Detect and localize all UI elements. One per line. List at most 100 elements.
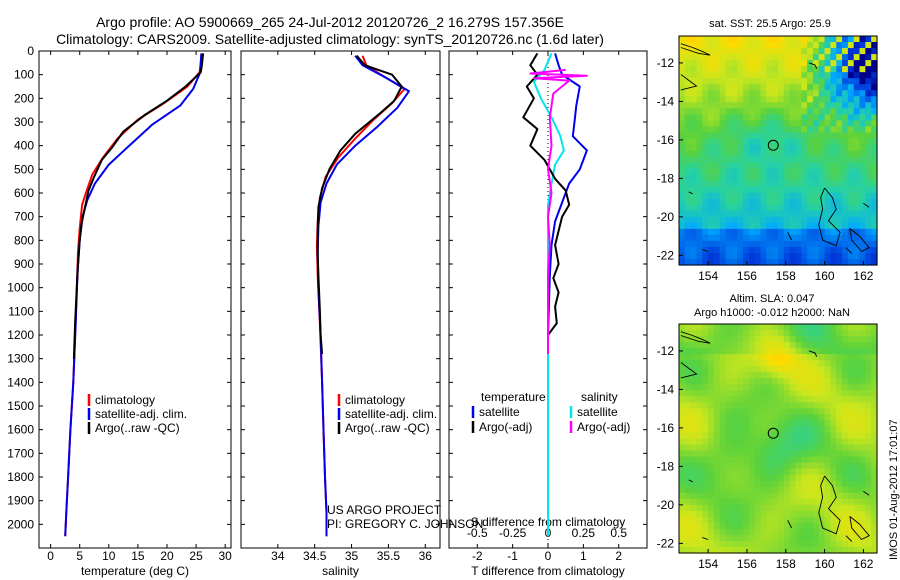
map-cell bbox=[708, 216, 715, 224]
map-cell bbox=[719, 174, 727, 182]
map-cell bbox=[737, 546, 744, 554]
map-cell bbox=[807, 198, 814, 206]
map-cell bbox=[801, 468, 808, 476]
map-cell bbox=[731, 342, 738, 349]
map-cell bbox=[684, 48, 692, 55]
map-cell bbox=[812, 120, 820, 127]
map-cell bbox=[789, 42, 797, 49]
map-cell bbox=[853, 168, 861, 176]
map-cell bbox=[772, 498, 779, 506]
map-cell bbox=[859, 330, 866, 337]
map-cell bbox=[783, 516, 791, 524]
map-cell bbox=[760, 186, 767, 194]
map-cell bbox=[696, 396, 703, 403]
y-tick-label: 100 bbox=[14, 68, 34, 82]
map-cell bbox=[853, 210, 861, 218]
map-cell bbox=[830, 480, 837, 488]
coastline bbox=[680, 331, 711, 344]
map-cell bbox=[713, 408, 721, 415]
map-cell bbox=[725, 480, 733, 488]
map-cell bbox=[795, 126, 802, 134]
map-cell bbox=[778, 186, 785, 194]
map-cell bbox=[702, 216, 709, 224]
map-cell bbox=[830, 234, 837, 242]
map-cell bbox=[859, 198, 866, 206]
map-cell bbox=[748, 180, 756, 188]
map-cell bbox=[679, 216, 686, 224]
map-cell bbox=[830, 252, 837, 260]
map-x-tick-label: 160 bbox=[815, 269, 835, 283]
map-cell bbox=[731, 132, 738, 140]
map-cell bbox=[865, 258, 872, 266]
map-cell bbox=[807, 186, 814, 194]
map-cell bbox=[830, 474, 837, 482]
map-cell bbox=[824, 324, 832, 331]
map-cell bbox=[754, 240, 762, 248]
map-cell bbox=[824, 54, 832, 61]
map-cell bbox=[778, 78, 785, 85]
map-cell bbox=[679, 120, 686, 127]
map-cell bbox=[690, 342, 698, 349]
map-cell bbox=[842, 54, 849, 61]
map-cell bbox=[830, 36, 837, 43]
map-cell bbox=[789, 522, 797, 530]
map-cell bbox=[801, 378, 808, 385]
map-cell bbox=[754, 486, 762, 494]
map-cell bbox=[836, 138, 843, 146]
y-tick-label: 600 bbox=[14, 186, 34, 200]
y-tick-label: 200 bbox=[14, 91, 34, 105]
map-cell bbox=[684, 372, 692, 379]
map-cell bbox=[748, 228, 756, 236]
map-cell bbox=[760, 396, 767, 403]
map-cell bbox=[760, 444, 767, 452]
map-cell bbox=[865, 540, 872, 548]
map-cell bbox=[679, 438, 686, 446]
map-cell bbox=[748, 450, 756, 458]
map-cell bbox=[690, 240, 698, 248]
map-cell bbox=[719, 198, 727, 206]
x-axis-label: temperature (deg C) bbox=[81, 564, 189, 578]
map-cell bbox=[853, 324, 861, 331]
map-cell bbox=[795, 114, 802, 121]
map-cell bbox=[853, 438, 861, 446]
map-cell bbox=[847, 84, 855, 91]
map-cell bbox=[871, 258, 878, 266]
map-cell bbox=[719, 60, 727, 67]
map-cell bbox=[824, 432, 832, 440]
map-cell bbox=[778, 408, 785, 415]
map-cell bbox=[859, 420, 866, 428]
map-cell bbox=[812, 348, 820, 355]
map-cell bbox=[830, 462, 837, 470]
map-cell bbox=[719, 72, 727, 79]
map-cell bbox=[702, 426, 709, 434]
map-cell bbox=[679, 144, 686, 152]
map-x-tick-label: 156 bbox=[737, 269, 757, 283]
map-cell bbox=[713, 402, 721, 409]
map-cell bbox=[807, 114, 814, 121]
map-cell bbox=[737, 186, 744, 194]
x-tick-label: 34.5 bbox=[303, 549, 327, 563]
map-cell bbox=[824, 528, 832, 536]
map-cell bbox=[690, 444, 698, 452]
map-cell bbox=[818, 324, 826, 331]
map-cell bbox=[836, 168, 843, 176]
map-cell bbox=[789, 66, 797, 73]
map-cell bbox=[731, 84, 738, 91]
map-cell bbox=[795, 396, 802, 403]
map-cell bbox=[725, 342, 733, 349]
map-cell bbox=[783, 438, 791, 446]
map-cell bbox=[789, 120, 797, 127]
map-cell bbox=[754, 66, 762, 73]
y-tick-label: 700 bbox=[14, 210, 34, 224]
map-cell bbox=[783, 96, 791, 103]
map-cell bbox=[731, 432, 738, 440]
map-cell bbox=[737, 474, 744, 482]
map-cell bbox=[807, 324, 814, 331]
map-cell bbox=[836, 390, 843, 397]
map-cell bbox=[812, 36, 820, 43]
map-cell bbox=[795, 180, 802, 188]
map-cell bbox=[859, 72, 866, 79]
map-cell bbox=[737, 438, 744, 446]
map-cell bbox=[812, 372, 820, 379]
map-cell bbox=[807, 456, 814, 464]
